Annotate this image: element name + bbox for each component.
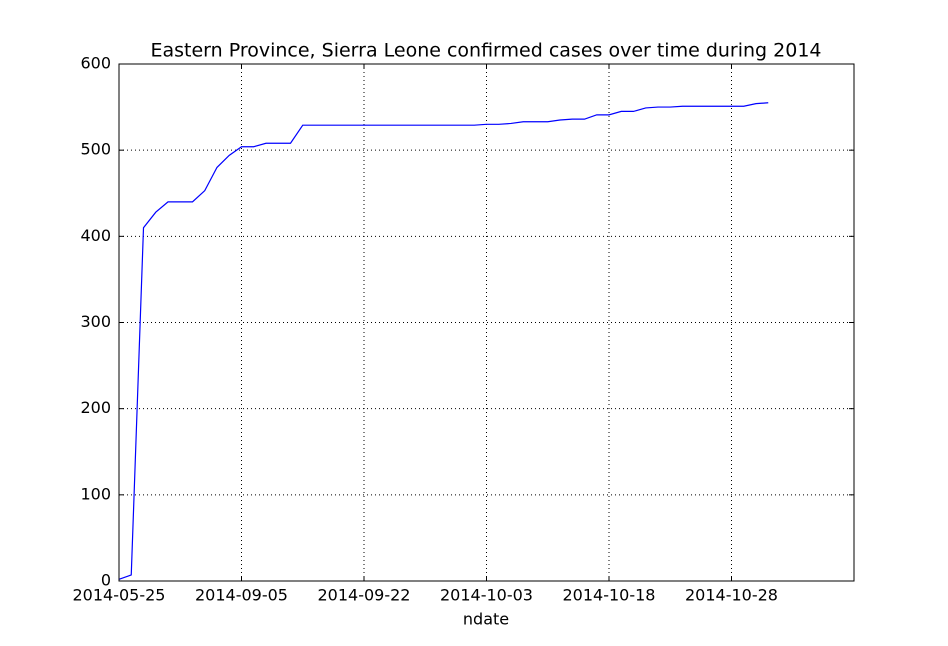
y-tick-label: 400: [80, 226, 111, 245]
y-tick-label: 200: [80, 398, 111, 417]
x-tick-label: 2014-09-22: [318, 586, 411, 605]
x-tick-label: 2014-05-25: [73, 586, 166, 605]
x-tick-label: 2014-10-03: [440, 586, 533, 605]
y-tick-label: 100: [80, 484, 111, 503]
x-axis-label: ndate: [463, 610, 509, 629]
data-line: [118, 102, 769, 580]
y-tick-label: 600: [80, 54, 111, 73]
x-tick-label: 2014-10-28: [685, 586, 778, 605]
y-tick-label: 0: [101, 571, 111, 590]
chart-title: Eastern Province, Sierra Leone confirmed…: [150, 40, 821, 62]
plot-frame: [118, 63, 855, 582]
x-tick-label: 2014-10-18: [563, 586, 656, 605]
y-tick-label: 300: [80, 312, 111, 331]
x-tick-label: 2014-09-05: [195, 586, 288, 605]
y-tick-label: 500: [80, 140, 111, 159]
